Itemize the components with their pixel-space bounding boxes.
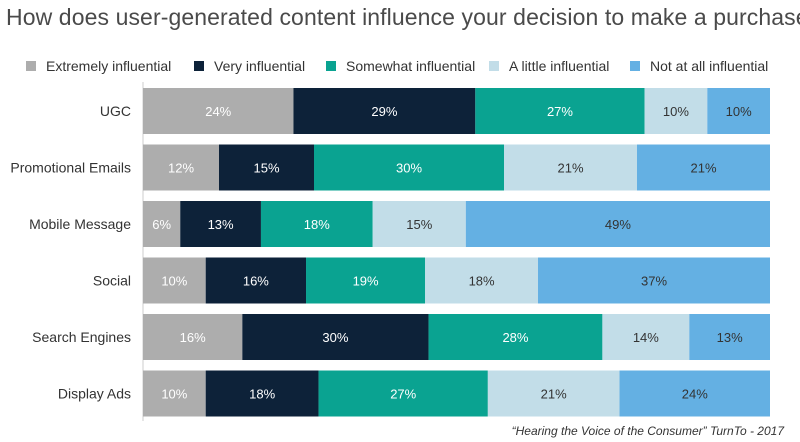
category-label-promotional-emails: Promotional Emails — [10, 160, 131, 176]
legend-item-somewhat-influential: Somewhat influential — [326, 58, 475, 74]
data-label-social-not-at-all-influential: 37% — [641, 274, 667, 289]
data-label-social-somewhat-influential: 19% — [353, 274, 379, 289]
bar-segment-social-very-influential — [205, 257, 307, 304]
chart-title: How does user-generated content influenc… — [6, 4, 800, 30]
data-label-display-ads-somewhat-influential: 27% — [390, 387, 416, 402]
bar-segment-mobile-message-a-little-influential — [372, 201, 466, 247]
category-label-search-engines: Search Engines — [32, 329, 131, 345]
data-label-display-ads-not-at-all-influential: 24% — [682, 387, 708, 402]
data-label-ugc-somewhat-influential: 27% — [547, 104, 573, 119]
legend-label-somewhat-influential: Somewhat influential — [346, 58, 476, 74]
bar-segment-ugc-not-at-all-influential — [707, 88, 770, 134]
data-label-social-extremely-influential: 10% — [161, 274, 187, 289]
legend-swatch-very-influential — [194, 61, 204, 71]
bar-segment-ugc-very-influential — [293, 88, 476, 134]
data-label-search-engines-very-influential: 30% — [322, 330, 348, 345]
bar-segment-mobile-message-very-influential — [180, 201, 261, 247]
bar-segment-search-engines-extremely-influential — [143, 314, 243, 360]
bar-segment-search-engines-somewhat-influential — [428, 314, 603, 360]
bar-segment-promotional-emails-somewhat-influential — [314, 144, 504, 191]
legend-label-very-influential: Very influential — [214, 58, 306, 74]
legend-swatch-a-little-influential — [489, 61, 499, 71]
data-label-promotional-emails-extremely-influential: 12% — [168, 161, 194, 176]
data-label-social-very-influential: 16% — [243, 274, 269, 289]
data-label-ugc-a-little-influential: 10% — [663, 104, 689, 119]
legend-item-very-influential: Very influential — [194, 58, 305, 74]
data-label-display-ads-a-little-influential: 21% — [541, 387, 567, 402]
data-label-ugc-extremely-influential: 24% — [205, 104, 231, 119]
data-label-display-ads-very-influential: 18% — [249, 387, 275, 402]
data-label-social-a-little-influential: 18% — [469, 274, 495, 289]
data-label-promotional-emails-a-little-influential: 21% — [557, 161, 583, 176]
bar-segment-promotional-emails-extremely-influential — [143, 144, 219, 191]
bar-segment-search-engines-very-influential — [242, 314, 429, 360]
bar-segment-promotional-emails-a-little-influential — [504, 144, 637, 191]
bar-segment-display-ads-extremely-influential — [143, 370, 206, 417]
bar-segment-ugc-a-little-influential — [644, 88, 708, 134]
bar-segment-search-engines-a-little-influential — [602, 314, 690, 360]
data-label-ugc-very-influential: 29% — [371, 104, 397, 119]
bar-segment-display-ads-very-influential — [205, 370, 319, 417]
data-label-mobile-message-a-little-influential: 15% — [406, 217, 432, 232]
data-label-mobile-message-extremely-influential: 6% — [152, 217, 171, 232]
category-label-ugc: UGC — [100, 103, 131, 119]
data-label-search-engines-not-at-all-influential: 13% — [717, 330, 743, 345]
data-label-display-ads-extremely-influential: 10% — [161, 387, 187, 402]
bar-segment-social-extremely-influential — [143, 257, 206, 304]
legend-swatch-not-at-all-influential — [630, 61, 640, 71]
legend-label-a-little-influential: A little influential — [509, 58, 610, 74]
bar-segment-social-a-little-influential — [425, 257, 539, 304]
data-label-promotional-emails-somewhat-influential: 30% — [396, 161, 422, 176]
category-label-display-ads: Display Ads — [58, 386, 131, 402]
legend-swatch-extremely-influential — [26, 61, 36, 71]
data-label-mobile-message-not-at-all-influential: 49% — [605, 217, 631, 232]
data-label-search-engines-extremely-influential: 16% — [180, 330, 206, 345]
legend-item-extremely-influential: Extremely influential — [26, 58, 171, 74]
data-label-mobile-message-very-influential: 13% — [208, 217, 234, 232]
data-label-search-engines-a-little-influential: 14% — [633, 330, 659, 345]
bar-segment-mobile-message-not-at-all-influential — [465, 201, 770, 247]
bar-segment-display-ads-somewhat-influential — [318, 370, 488, 417]
bar-segment-display-ads-a-little-influential — [487, 370, 620, 417]
bar-segment-ugc-extremely-influential — [143, 88, 294, 134]
bar-segment-promotional-emails-very-influential — [219, 144, 314, 191]
bar-segment-ugc-somewhat-influential — [475, 88, 645, 134]
data-label-promotional-emails-very-influential: 15% — [253, 161, 279, 176]
data-label-mobile-message-somewhat-influential: 18% — [304, 217, 330, 232]
legend-label-not-at-all-influential: Not at all influential — [650, 58, 769, 74]
bar-segment-display-ads-not-at-all-influential — [619, 370, 770, 417]
data-label-search-engines-somewhat-influential: 28% — [502, 330, 528, 345]
source-note: “Hearing the Voice of the Consumer” Turn… — [511, 424, 784, 438]
bar-segment-social-somewhat-influential — [306, 257, 426, 304]
legend-item-a-little-influential: A little influential — [489, 58, 609, 74]
category-label-mobile-message: Mobile Message — [29, 216, 131, 232]
data-label-ugc-not-at-all-influential: 10% — [726, 104, 752, 119]
bar-segment-mobile-message-extremely-influential — [143, 201, 181, 247]
bar-segment-social-not-at-all-influential — [538, 257, 770, 304]
legend-item-not-at-all-influential: Not at all influential — [630, 58, 768, 74]
bar-segment-mobile-message-somewhat-influential — [260, 201, 373, 247]
bar-segment-search-engines-not-at-all-influential — [689, 314, 770, 360]
bar-segment-promotional-emails-not-at-all-influential — [637, 144, 770, 191]
legend-label-extremely-influential: Extremely influential — [46, 58, 172, 74]
legend-swatch-somewhat-influential — [326, 61, 336, 71]
legend: Extremely influential Very influential S… — [0, 58, 800, 78]
category-label-social: Social — [93, 273, 131, 289]
data-label-promotional-emails-not-at-all-influential: 21% — [690, 161, 716, 176]
